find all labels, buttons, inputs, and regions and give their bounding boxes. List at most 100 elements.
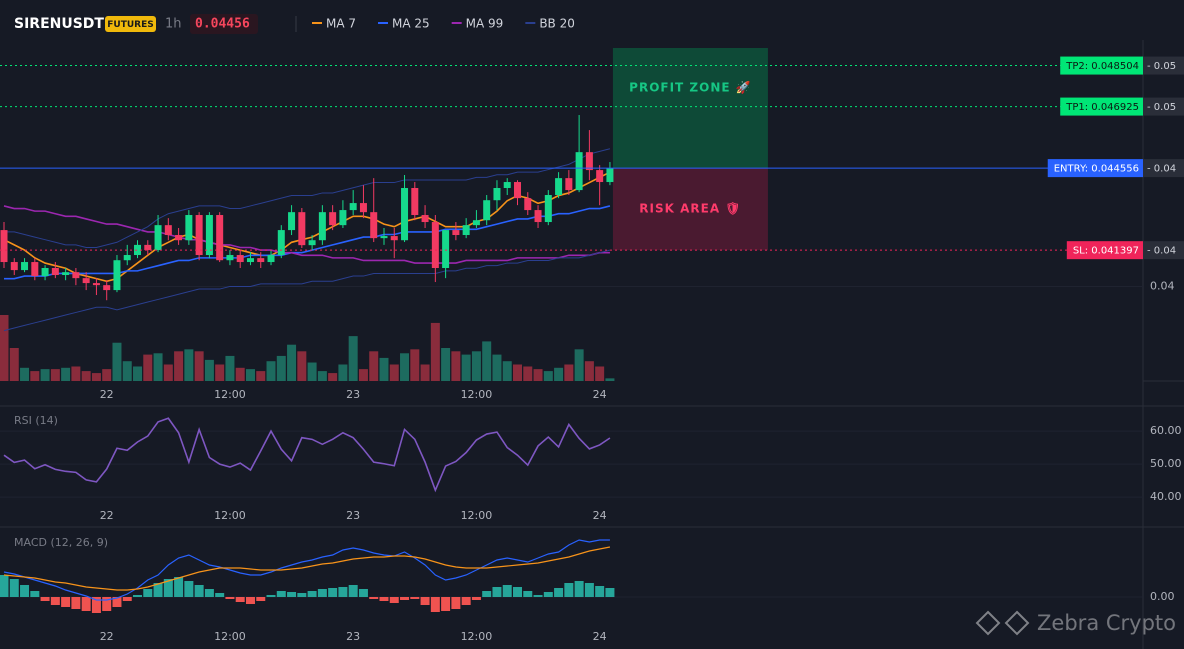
histogram-bar <box>266 595 276 597</box>
volume-bar <box>0 315 9 381</box>
histogram-bar <box>492 587 502 597</box>
histogram-bar <box>461 597 471 605</box>
histogram-bar <box>0 575 9 597</box>
symbol: SIRENUSDT <box>14 16 104 32</box>
volume-bar <box>451 351 461 381</box>
histogram-bar <box>9 579 19 597</box>
volume-bar <box>276 355 286 381</box>
candle-body <box>503 182 511 189</box>
indicator-line <box>4 148 611 248</box>
candle-body <box>257 258 265 263</box>
candle-body <box>72 272 80 279</box>
histogram-bar <box>61 597 71 607</box>
candle-body <box>51 268 59 276</box>
histogram-bar <box>276 591 286 597</box>
volume-bar <box>215 364 225 381</box>
watermark-logo <box>975 610 1030 636</box>
volume-bar <box>328 373 338 381</box>
histogram-bar <box>256 597 266 601</box>
price-tag-bg <box>1143 241 1184 260</box>
price-tag: - 0.05 <box>1147 61 1176 72</box>
histogram-bar <box>163 579 173 597</box>
histogram-bar <box>50 597 60 605</box>
candle-body <box>349 203 357 211</box>
x-tick-label: 12:00 <box>461 388 493 401</box>
candle-body <box>288 212 296 231</box>
histogram-bar <box>554 588 564 597</box>
x-tick-label: 12:00 <box>214 630 246 643</box>
candle-body <box>606 168 614 183</box>
histogram-bar <box>153 583 163 597</box>
watermark: Zebra Crypto <box>1037 611 1176 635</box>
price-tag: - 0.04 <box>1147 164 1176 175</box>
volume-bar <box>307 362 317 381</box>
histogram-bar <box>482 591 492 597</box>
candle-body <box>411 188 419 216</box>
candle-body <box>205 215 213 256</box>
volume-bar <box>194 351 204 381</box>
badge-bg <box>105 16 156 32</box>
volume-bar <box>81 371 91 381</box>
volume-bar <box>533 369 543 381</box>
volume-bar <box>574 349 584 381</box>
candle-body <box>41 268 49 277</box>
histogram-bar <box>297 593 307 597</box>
candle-body <box>452 230 460 236</box>
histogram-bar <box>502 585 512 597</box>
histogram-bar <box>112 597 122 607</box>
histogram-bar <box>317 589 327 597</box>
histogram-bar <box>20 585 30 597</box>
candle-body <box>483 200 491 221</box>
volume-bar <box>595 366 605 381</box>
histogram-bar <box>564 583 574 597</box>
histogram-bar <box>389 597 399 603</box>
candle-body <box>308 240 316 246</box>
candle-body <box>154 225 162 251</box>
candle-body <box>370 212 378 239</box>
price-tag-bg <box>1143 159 1184 178</box>
histogram-bar <box>174 577 184 597</box>
volume-bar <box>102 369 112 381</box>
volume-bar <box>420 364 430 381</box>
price-tag-bg <box>1143 97 1184 116</box>
histogram-bar <box>40 597 50 601</box>
volume-bar <box>153 353 163 381</box>
histogram-bar <box>513 587 522 597</box>
volume-bar <box>410 349 420 381</box>
candle-body <box>82 278 90 284</box>
histogram-bar <box>379 597 389 601</box>
indicator-line <box>3 205 610 264</box>
candle-body <box>226 255 234 261</box>
histogram-bar <box>225 597 235 599</box>
volume-bar <box>471 351 481 381</box>
candle-body <box>267 255 275 263</box>
candle-body <box>421 215 429 223</box>
candle-body <box>585 152 593 171</box>
volume-bar <box>543 371 553 381</box>
level-label-bg <box>1060 56 1143 75</box>
volume-bar <box>430 322 440 381</box>
histogram-bar <box>358 589 368 597</box>
volume-bar <box>143 354 153 381</box>
volume-bar <box>564 364 574 381</box>
volume-bar <box>256 371 266 381</box>
x-tick-label: 23 <box>346 630 360 643</box>
candle-body <box>596 170 604 183</box>
histogram-bar <box>533 595 543 597</box>
histogram-bar <box>307 591 317 597</box>
histogram-bar <box>133 595 143 597</box>
histogram-bar <box>430 597 440 612</box>
volume-bar <box>348 336 358 381</box>
x-tick-label: 24 <box>593 630 607 643</box>
volume-bar <box>461 354 471 381</box>
volume-bar <box>122 361 132 381</box>
level-label-bg <box>1066 241 1143 260</box>
indicator-line <box>4 205 611 280</box>
legend-label: MA 99 <box>466 17 504 31</box>
histogram-bar <box>287 592 297 597</box>
y-tick-label: 50.00 <box>1150 457 1182 470</box>
volume-bar <box>163 364 173 381</box>
volume-bar <box>379 357 389 381</box>
